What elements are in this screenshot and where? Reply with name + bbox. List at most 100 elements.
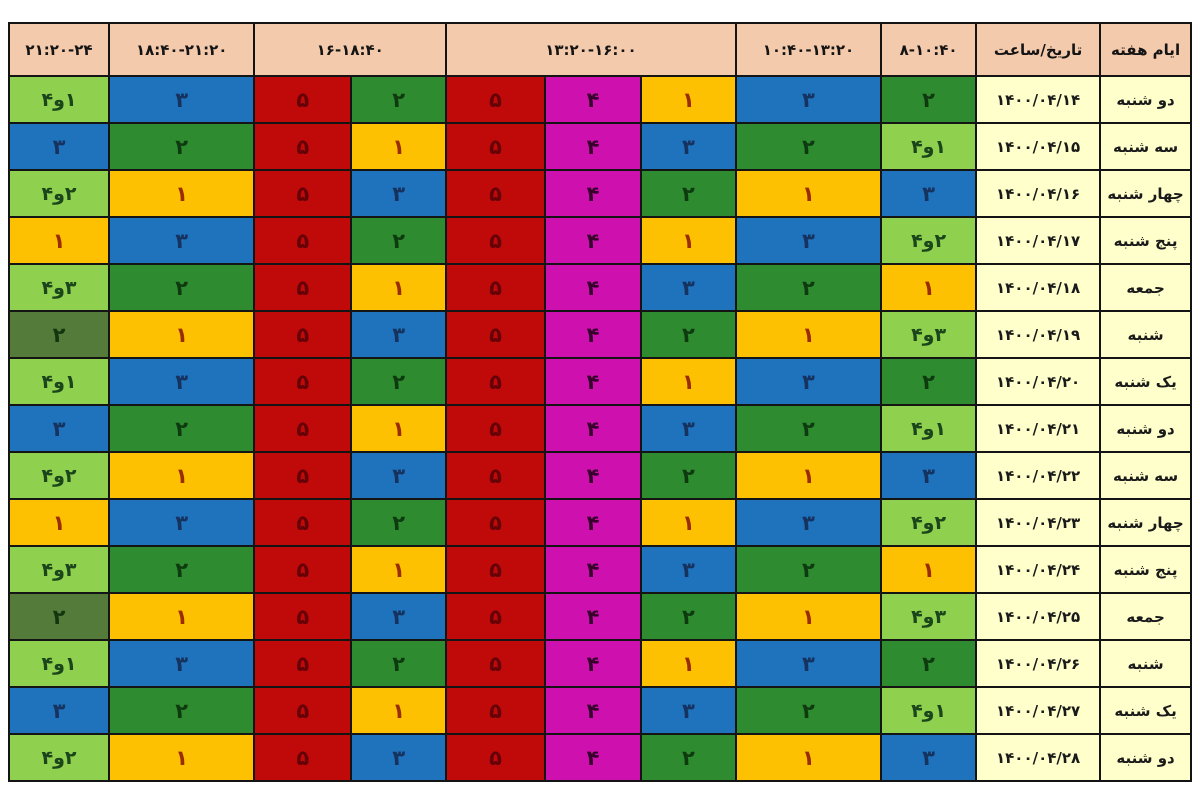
header-row: ایام هفته تاریخ/ساعت ۸-۱۰:۴۰ ۱۰:۴۰-۱۳:۲۰ ۱۳:… [7, 22, 1192, 77]
outage-group-cell: ۵ [445, 357, 547, 406]
table-body: دو شنبه ۱۴۰۰/۰۴/۱۴ ۲ ۳ ۱ ۴ ۵ ۲ ۵ ۳ ۱و۴ سه شنبه ۱۴۰۰/… [7, 75, 1192, 782]
day-cell: جمعه [1099, 592, 1192, 641]
outage-group-cell: ۵ [253, 169, 353, 218]
outage-group-cell: ۳ [639, 404, 737, 453]
outage-group-cell: ۳ [639, 122, 737, 171]
outage-group-cell: ۵ [445, 686, 547, 735]
outage-group-cell: ۵ [253, 310, 353, 359]
outage-group-cell: ۲ [639, 451, 737, 500]
header-time-slot-2: ۱۳:۲۰-۱۶:۰۰ [445, 22, 737, 77]
outage-group-cell: ۳و۴ [880, 310, 978, 359]
outage-group-cell: ۱ [108, 451, 256, 500]
outage-group-cell: ۵ [253, 498, 353, 547]
outage-group-cell: ۴ [544, 733, 642, 782]
outage-group-cell: ۵ [253, 686, 353, 735]
outage-group-cell: ۱و۴ [7, 75, 111, 124]
table-row: سه شنبه ۱۴۰۰/۰۴/۲۲ ۳ ۱ ۲ ۴ ۵ ۳ ۵ ۱ ۲و۴ [7, 451, 1192, 500]
table-row: چهار شنبه ۱۴۰۰/۰۴/۲۳ ۲و۴ ۳ ۱ ۴ ۵ ۲ ۵ ۳ ۱ [7, 498, 1192, 547]
outage-group-cell: ۱و۴ [880, 686, 978, 735]
outage-group-cell: ۵ [445, 122, 547, 171]
outage-group-cell: ۱ [7, 216, 111, 265]
outage-group-cell: ۲ [734, 686, 883, 735]
table-row: شنبه ۱۴۰۰/۰۴/۲۶ ۲ ۳ ۱ ۴ ۵ ۲ ۵ ۳ ۱و۴ [7, 639, 1192, 688]
outage-group-cell: ۱ [734, 733, 883, 782]
outage-group-cell: ۳ [108, 216, 256, 265]
outage-group-cell: ۳ [7, 404, 111, 453]
outage-group-cell: ۴ [544, 592, 642, 641]
outage-group-cell: ۴ [544, 498, 642, 547]
outage-group-cell: ۳ [734, 357, 883, 406]
outage-group-cell: ۲و۴ [7, 451, 111, 500]
date-cell: ۱۴۰۰/۰۴/۲۱ [975, 404, 1102, 453]
header-time-slot-1: ۱۰:۴۰-۱۳:۲۰ [734, 22, 883, 77]
outage-group-cell: ۴ [544, 169, 642, 218]
outage-group-cell: ۳ [350, 451, 448, 500]
outage-group-cell: ۱ [350, 686, 448, 735]
day-cell: سه شنبه [1099, 451, 1192, 500]
date-cell: ۱۴۰۰/۰۴/۱۸ [975, 263, 1102, 312]
outage-group-cell: ۳ [350, 592, 448, 641]
outage-group-cell: ۲ [734, 404, 883, 453]
day-cell: چهار شنبه [1099, 169, 1192, 218]
outage-group-cell: ۱ [108, 733, 256, 782]
table-row: پنج شنبه ۱۴۰۰/۰۴/۲۴ ۱ ۲ ۳ ۴ ۵ ۱ ۵ ۲ ۳و۴ [7, 545, 1192, 594]
outage-group-cell: ۴ [544, 122, 642, 171]
outage-group-cell: ۲ [350, 75, 448, 124]
outage-group-cell: ۳ [350, 733, 448, 782]
outage-group-cell: ۳ [734, 639, 883, 688]
power-outage-schedule-table: ایام هفته تاریخ/ساعت ۸-۱۰:۴۰ ۱۰:۴۰-۱۳:۲۰ ۱۳:… [7, 22, 1192, 782]
day-cell: جمعه [1099, 263, 1192, 312]
outage-group-cell: ۴ [544, 639, 642, 688]
outage-group-cell: ۳ [639, 686, 737, 735]
outage-group-cell: ۵ [445, 75, 547, 124]
outage-group-cell: ۱ [350, 404, 448, 453]
outage-group-cell: ۵ [445, 216, 547, 265]
outage-group-cell: ۳ [108, 357, 256, 406]
outage-group-cell: ۱ [639, 216, 737, 265]
outage-group-cell: ۳ [108, 639, 256, 688]
outage-group-cell: ۴ [544, 404, 642, 453]
outage-group-cell: ۵ [253, 639, 353, 688]
outage-group-cell: ۲ [734, 122, 883, 171]
outage-group-cell: ۴ [544, 310, 642, 359]
header-days-of-week: ایام هفته [1099, 22, 1192, 77]
outage-group-cell: ۲ [350, 639, 448, 688]
outage-group-cell: ۱و۴ [7, 639, 111, 688]
outage-group-cell: ۲ [639, 733, 737, 782]
outage-group-cell: ۵ [445, 592, 547, 641]
outage-group-cell: ۵ [253, 404, 353, 453]
table-row: پنج شنبه ۱۴۰۰/۰۴/۱۷ ۲و۴ ۳ ۱ ۴ ۵ ۲ ۵ ۳ ۱ [7, 216, 1192, 265]
outage-group-cell: ۲ [108, 122, 256, 171]
day-cell: یک شنبه [1099, 357, 1192, 406]
outage-group-cell: ۱ [639, 498, 737, 547]
header-time-slot-5: ۲۱:۲۰-۲۴ [7, 22, 111, 77]
day-cell: دو شنبه [1099, 733, 1192, 782]
day-cell: پنج شنبه [1099, 545, 1192, 594]
date-cell: ۱۴۰۰/۰۴/۲۰ [975, 357, 1102, 406]
outage-group-cell: ۳ [734, 75, 883, 124]
outage-group-cell: ۲ [108, 404, 256, 453]
date-cell: ۱۴۰۰/۰۴/۲۴ [975, 545, 1102, 594]
outage-group-cell: ۲ [639, 592, 737, 641]
table-row: یک شنبه ۱۴۰۰/۰۴/۲۰ ۲ ۳ ۱ ۴ ۵ ۲ ۵ ۳ ۱و۴ [7, 357, 1192, 406]
outage-group-cell: ۲ [880, 75, 978, 124]
outage-group-cell: ۳ [7, 122, 111, 171]
outage-group-cell: ۵ [445, 545, 547, 594]
outage-group-cell: ۴ [544, 216, 642, 265]
outage-group-cell: ۵ [445, 169, 547, 218]
day-cell: شنبه [1099, 310, 1192, 359]
outage-group-cell: ۵ [445, 263, 547, 312]
date-cell: ۱۴۰۰/۰۴/۱۴ [975, 75, 1102, 124]
outage-group-cell: ۲ [108, 545, 256, 594]
outage-group-cell: ۵ [445, 310, 547, 359]
date-cell: ۱۴۰۰/۰۴/۲۷ [975, 686, 1102, 735]
date-cell: ۱۴۰۰/۰۴/۱۶ [975, 169, 1102, 218]
outage-group-cell: ۴ [544, 451, 642, 500]
outage-group-cell: ۳ [734, 216, 883, 265]
outage-group-cell: ۱و۴ [880, 122, 978, 171]
date-cell: ۱۴۰۰/۰۴/۲۳ [975, 498, 1102, 547]
outage-group-cell: ۵ [253, 263, 353, 312]
outage-group-cell: ۱ [350, 545, 448, 594]
outage-group-cell: ۳ [350, 310, 448, 359]
